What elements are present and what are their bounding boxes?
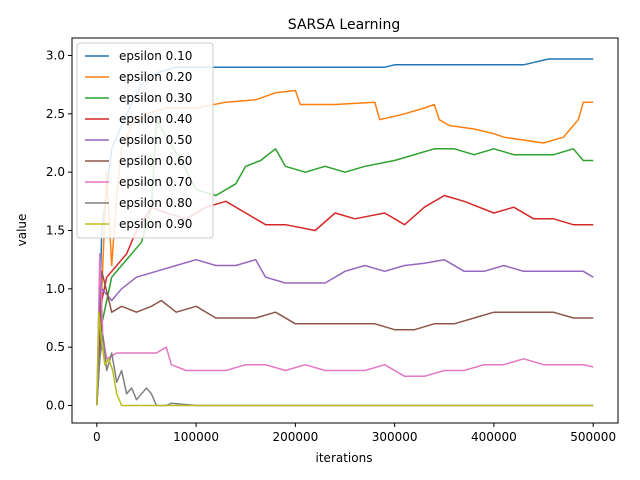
x-tick-label: 200000 (272, 430, 318, 444)
x-tick-label: 500000 (570, 430, 616, 444)
legend-entry: epsilon 0.90 (119, 217, 192, 231)
legend: epsilon 0.10 epsilon 0.20 epsilon 0.30 epsi… (76, 42, 214, 239)
x-tick-label: 0 (93, 430, 101, 444)
y-tick-label: 0.0 (46, 399, 65, 413)
legend-entry: epsilon 0.60 (119, 154, 192, 168)
series-line-7 (96, 253, 594, 406)
x-tick-label: 100000 (173, 430, 219, 444)
series-line-3 (96, 118, 594, 406)
legend-entry: epsilon 0.30 (119, 91, 192, 105)
legend-entry: epsilon 0.10 (119, 49, 192, 63)
y-tick-label: 2.5 (46, 107, 65, 121)
legend-entry: epsilon 0.50 (119, 133, 192, 147)
y-tick-label: 1.0 (46, 282, 65, 296)
x-axis-label: iterations (316, 451, 373, 465)
legend-entry: epsilon 0.20 (119, 70, 192, 84)
series-line-6 (96, 270, 594, 406)
legend-box (76, 42, 214, 239)
legend-entry: epsilon 0.70 (119, 175, 192, 189)
series-line-5 (96, 258, 594, 406)
x-tick-label: 300000 (372, 430, 418, 444)
y-axis-ticks: 0.0 0.5 1.0 1.5 2.0 2.5 3.0 (46, 49, 72, 413)
chart-title: SARSA Learning (288, 17, 400, 33)
x-axis-ticks: 0 100000 200000 300000 400000 500000 (93, 423, 616, 444)
y-tick-label: 3.0 (46, 49, 65, 63)
series-line-4 (96, 194, 594, 406)
y-tick-label: 2.0 (46, 165, 65, 179)
y-tick-label: 1.5 (46, 224, 65, 238)
x-tick-label: 400000 (471, 430, 517, 444)
legend-entry: epsilon 0.80 (119, 196, 192, 210)
legend-entry: epsilon 0.40 (119, 112, 192, 126)
y-axis-label: value (15, 214, 29, 247)
y-tick-label: 0.5 (46, 340, 65, 354)
series-line-9 (96, 311, 594, 407)
